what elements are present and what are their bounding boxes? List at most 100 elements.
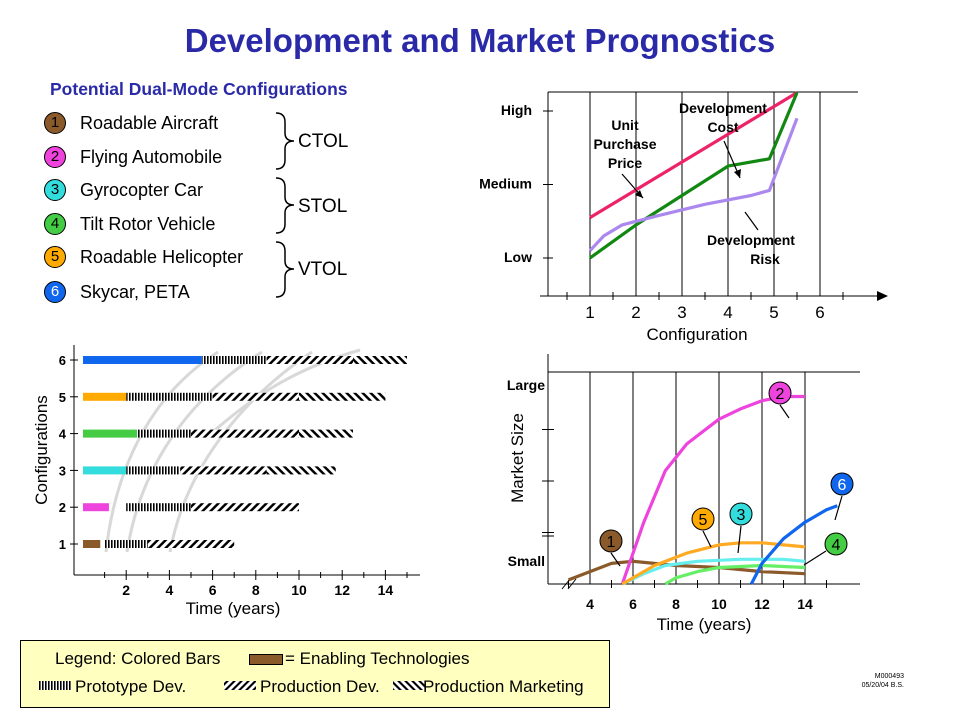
x-axis-arrow [877,291,888,301]
x-tick-label: 4 [586,596,594,612]
bar-prototype-dev [137,429,191,438]
x-tick-label: 14 [378,582,394,598]
series-badge [830,472,854,496]
annotation-line: Cost [707,119,738,135]
bar-enabling-tech [83,540,101,548]
config-badge: 4 [44,213,66,235]
mode-label-stol: STOL [298,196,348,217]
list-item: 3 Gyrocopter Car [44,178,203,202]
config-name: Roadable Helicopter [80,246,244,267]
config-name: Gyrocopter Car [80,179,204,200]
x-tick-label: 1 [585,303,594,322]
footnote-code: M000493 [874,673,904,680]
x-tick-label: 6 [815,303,824,322]
x-axis-label: Configuration [646,325,747,344]
mode-label-ctol: CTOL [298,131,349,152]
x-tick-label: 4 [723,303,732,322]
legend-swatch-marketing [393,681,425,690]
annotation-development-risk: Development Risk [707,232,795,267]
series-badge [729,502,753,526]
series-badge-label: 5 [699,512,708,529]
annotation-unit-purchase-price: Unit Purchase Price [593,117,656,171]
config-name: Flying Automobile [80,146,223,167]
page-title: Development and Market Prognostics [184,22,776,59]
x-tick-label: 2 [122,582,130,598]
config-badge: 3 [44,179,66,201]
legend-colored-bars-label: Legend: Colored Bars [55,649,221,668]
series-line [620,394,805,585]
annotation-development-cost: Development Cost [679,100,767,135]
bar-enabling-tech [83,466,127,475]
bar-production-dev [266,356,353,364]
config-badge: 5 [44,246,66,268]
bar-production-marketing [353,356,407,364]
x-axis-label: Time (years) [657,615,752,634]
list-item: 1 Roadable Aircraft [44,111,218,135]
y-tick-label: Medium [479,176,532,192]
series-line [589,91,798,219]
series-pointer [803,550,827,566]
bar-production-dev [212,392,299,401]
y-tick-label: High [501,102,532,118]
y-axis-label: Configurations [32,395,51,505]
bar-prototype-dev [104,540,148,548]
annotation-line: Purchase [593,136,656,152]
annotation-line: Development [679,100,767,116]
series-badge-label: 6 [838,477,847,494]
series-badge-label: 1 [607,534,616,551]
config-name: Tilt Rotor Vehicle [80,213,216,234]
series-line [664,563,806,586]
bar-prototype-dev [201,356,267,364]
bar-enabling-tech [83,503,109,512]
x-tick-label: 5 [769,303,778,322]
list-item: 5 Roadable Helicopter [44,245,243,269]
bar-prototype-dev [126,466,181,475]
y-tick-label: 6 [59,353,66,368]
y-axis-label: Market Size [508,413,527,503]
x-tick-label: 10 [291,582,307,598]
bar-production-dev [180,466,267,475]
bar-enabling-tech [83,392,127,401]
legend-marketing-label: Production Marketing [423,677,584,696]
x-tick-label: 3 [677,303,686,322]
x-axis-label: Time (years) [186,599,281,618]
legend-swatch-production [224,681,256,690]
mode-label-vtol: VTOL [298,259,348,280]
x-tick-label: 2 [631,303,640,322]
config-name: Roadable Aircraft [80,112,219,133]
legend-enabling-label: = Enabling Technologies [285,649,470,668]
series-line [621,557,806,586]
series-pointer [737,525,742,554]
legend: Legend: Colored Bars = Enabling Technolo… [20,640,610,708]
footnote-date: 05/20/04 B.S. [861,682,904,689]
y-tick-label: 3 [59,463,66,478]
bar-production-marketing [299,392,386,401]
axis-break-mark [561,578,571,590]
series-line [749,504,838,585]
series-pointer [834,495,843,521]
legend-swatch-prototype [39,681,71,690]
config-badge: 6 [44,281,66,303]
bar-production-marketing [266,466,336,475]
series-badge-label: 4 [832,537,841,554]
annotation-arrowhead [635,190,643,198]
learning-curve [125,350,263,553]
y-tick-label: Low [504,249,532,265]
series-pointer [779,404,790,419]
annotation-line: Development [707,232,795,248]
x-tick-label: 4 [166,582,174,598]
legend-production-label: Production Dev. [260,677,380,696]
x-tick-label: 8 [672,596,680,612]
series-badge-label: 3 [737,507,746,524]
series-line [588,117,799,252]
annotation-pointer [744,211,759,231]
series-badge [824,532,848,556]
config-name: Skycar, PETA [80,281,190,302]
configurations-heading: Potential Dual-Mode Configurations [50,79,348,99]
bar-enabling-tech [83,429,137,438]
series-badge-label: 2 [776,386,785,403]
annotation-line: Unit [611,117,639,133]
